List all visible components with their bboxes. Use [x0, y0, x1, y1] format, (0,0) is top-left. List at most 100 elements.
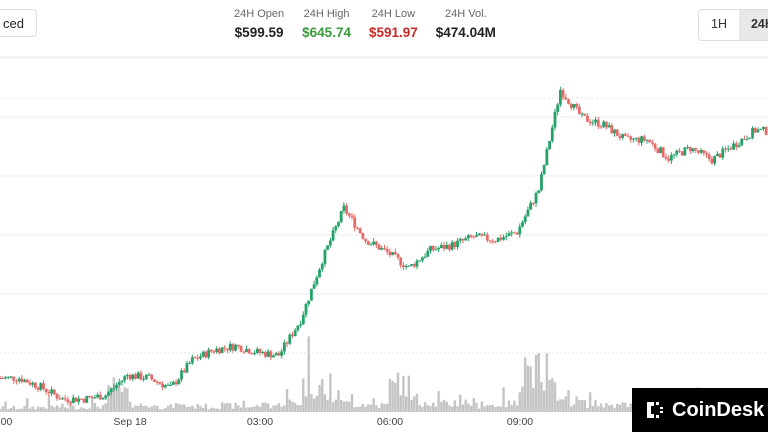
candle-body: [567, 99, 570, 104]
candle-body: [255, 349, 259, 354]
candle-body: [423, 256, 427, 258]
volume-bar: [369, 404, 373, 412]
volume-bar: [145, 405, 148, 412]
candle-body: [312, 284, 316, 289]
volume-bar: [134, 405, 137, 412]
volume-bar: [380, 403, 383, 412]
range-1h-button[interactable]: 1H: [711, 17, 727, 31]
candle-body: [740, 138, 744, 146]
volume-bar: [488, 405, 492, 412]
candle-body: [450, 242, 454, 250]
candle-body: [85, 396, 89, 403]
volume-bar: [131, 407, 135, 412]
candle-body: [364, 238, 367, 242]
candle-body: [296, 325, 300, 331]
candle-body: [209, 349, 213, 352]
volume-bar: [50, 405, 53, 412]
candle-body: [207, 349, 210, 358]
candle-body: [526, 209, 530, 217]
volume-bar: [272, 405, 275, 412]
volume-bar: [385, 403, 389, 412]
candle-body: [718, 153, 722, 158]
volume-bar: [318, 384, 321, 412]
candle-body: [734, 143, 738, 147]
volume-bar: [404, 396, 408, 412]
candle-body: [282, 342, 286, 352]
volume-bar: [47, 395, 51, 412]
stat-label: 24H Vol.: [445, 8, 487, 20]
candle-body: [502, 237, 505, 240]
candle-body: [31, 382, 35, 385]
candle-body: [320, 263, 324, 270]
candle-body: [334, 226, 338, 231]
volume-bar: [567, 390, 570, 412]
candle-body: [518, 226, 522, 235]
volume-bar: [475, 402, 478, 412]
candle-body: [697, 150, 700, 153]
candle-body: [531, 202, 535, 204]
candle-body: [602, 121, 606, 127]
volume-bar: [304, 396, 308, 412]
volume-bar: [23, 405, 26, 412]
candle-body: [55, 394, 59, 399]
candle-body: [25, 379, 29, 383]
candle-body: [594, 119, 597, 123]
volume-bar: [348, 401, 351, 412]
volume-bar: [464, 399, 467, 412]
candle-body: [188, 363, 192, 365]
volume-bar: [174, 402, 178, 412]
volume-bar: [207, 409, 210, 412]
volume-bar: [277, 403, 281, 412]
volume-bar: [575, 396, 578, 412]
candle-body: [542, 165, 546, 175]
candle-body: [82, 399, 86, 403]
candle-body: [751, 128, 754, 139]
candle-body: [293, 330, 297, 337]
volume-bar: [85, 409, 88, 412]
candle-body: [453, 242, 457, 248]
volume-bar: [507, 400, 511, 412]
volume-bar: [7, 409, 10, 412]
candle-body: [599, 126, 603, 128]
volume-bar: [494, 406, 497, 412]
candle-body: [534, 193, 538, 204]
range-24h-button[interactable]: 24H: [738, 10, 768, 40]
candle-body: [234, 344, 238, 351]
candle-body: [33, 382, 37, 388]
volume-bar: [618, 404, 622, 412]
candle-body: [331, 230, 335, 241]
volume-bar: [139, 403, 143, 412]
candle-body: [169, 384, 173, 386]
candle-body: [596, 119, 600, 127]
candle-body: [659, 147, 662, 153]
candle-body: [323, 249, 327, 264]
volume-bar: [499, 406, 503, 412]
candle-body: [410, 264, 413, 266]
top-bar: ced 24H Open $599.59 24H High $645.74 24H …: [0, 0, 768, 50]
candle-body: [98, 394, 102, 400]
candle-body: [415, 260, 419, 267]
volume-bar: [599, 403, 603, 412]
candle-body: [564, 97, 568, 100]
candle-body: [732, 143, 735, 150]
volume-bar: [505, 407, 508, 412]
candle-body: [242, 351, 246, 353]
volume-bar: [437, 391, 440, 412]
candle-body: [683, 147, 687, 156]
candle-body: [366, 241, 370, 245]
candle-body: [358, 228, 362, 234]
candle-body: [231, 344, 235, 351]
candle-body: [123, 376, 127, 381]
candle-body: [477, 233, 481, 236]
advanced-button[interactable]: ced: [0, 9, 37, 37]
volume-bar: [250, 407, 254, 412]
volume-bar: [605, 402, 608, 412]
candle-body: [561, 90, 565, 98]
candle-body: [356, 227, 359, 229]
candle-body: [125, 374, 129, 377]
candle-body: [318, 269, 321, 278]
candle-body: [439, 245, 443, 249]
volume-bar: [245, 407, 248, 412]
volume-bar: [55, 405, 59, 412]
